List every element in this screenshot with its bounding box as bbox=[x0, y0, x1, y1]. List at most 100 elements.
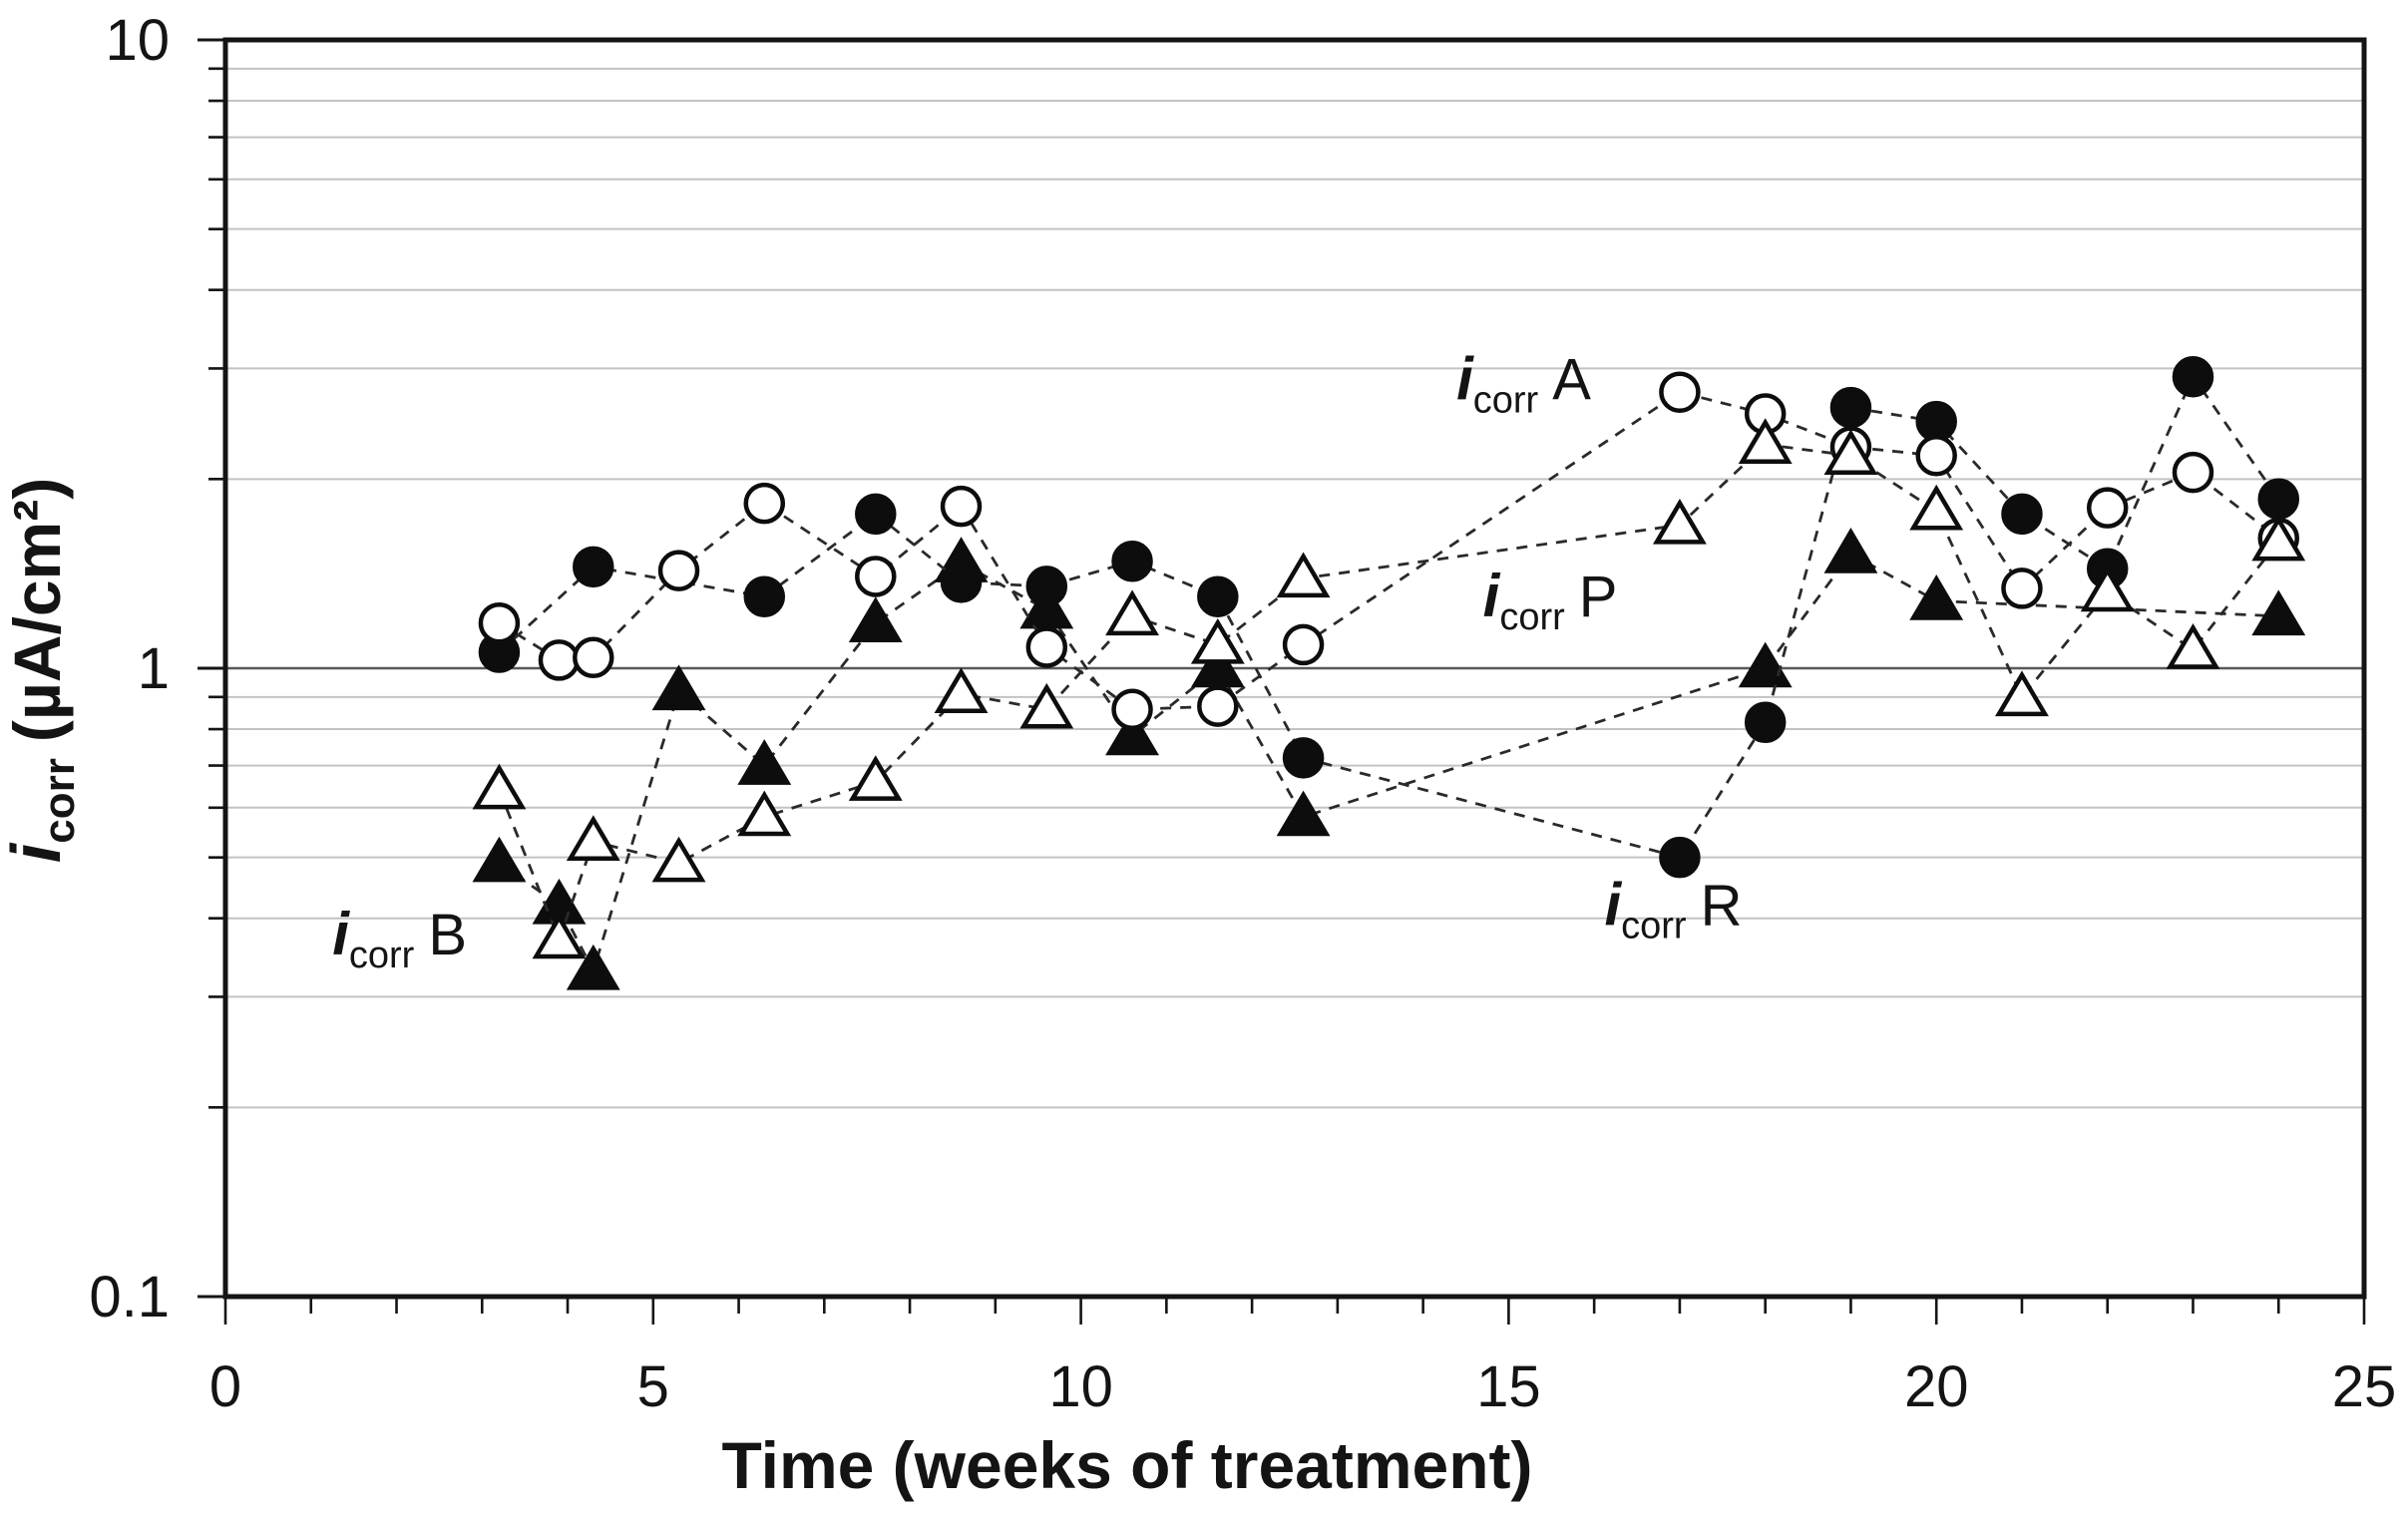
triangle-filled-marker-icon bbox=[472, 836, 527, 883]
label-suffix: P bbox=[1579, 565, 1618, 629]
circle-filled-marker-icon bbox=[855, 493, 897, 536]
circle-filled-marker-icon bbox=[1197, 575, 1239, 617]
triangle-open-marker-icon bbox=[1190, 617, 1245, 664]
circle-open-marker-icon bbox=[940, 485, 983, 528]
label-sub: corr bbox=[1499, 596, 1565, 638]
circle-open-marker-icon bbox=[2086, 487, 2129, 529]
x-tick-label: 10 bbox=[1048, 1354, 1113, 1419]
series-B: icorr B bbox=[332, 528, 2306, 990]
circle-open-marker-icon bbox=[657, 550, 700, 591]
circle-open-marker-icon bbox=[478, 601, 521, 644]
label-i: i bbox=[1456, 345, 1474, 412]
circle-filled-marker-icon bbox=[1744, 701, 1787, 744]
circle-open-marker-icon bbox=[743, 482, 786, 525]
circle-open-marker-icon bbox=[2172, 451, 2214, 494]
label-suffix: B bbox=[428, 903, 467, 967]
y-tick-label: 1 bbox=[138, 636, 170, 701]
triangle-open-marker-icon bbox=[737, 790, 792, 837]
series-label-B: icorr B bbox=[332, 901, 467, 976]
triangle-filled-marker-icon bbox=[566, 944, 620, 990]
label-i: i bbox=[1604, 872, 1622, 939]
x-tick-label: 15 bbox=[1476, 1354, 1541, 1419]
triangle-open-marker-icon bbox=[472, 763, 527, 810]
triangle-filled-marker-icon bbox=[651, 664, 706, 711]
series-A: icorr A bbox=[478, 345, 2299, 731]
label-suffix: R bbox=[1701, 874, 1743, 939]
circle-filled-marker-icon bbox=[2257, 478, 2299, 520]
circle-open-marker-icon bbox=[855, 556, 897, 597]
circle-open-marker-icon bbox=[1659, 371, 1701, 413]
circle-open-marker-icon bbox=[1025, 626, 1068, 668]
triangle-open-marker-icon bbox=[934, 667, 989, 714]
triangle-open-marker-icon bbox=[2166, 623, 2220, 669]
circle-filled-marker-icon bbox=[1829, 386, 1872, 429]
label-sub: corr bbox=[1473, 379, 1539, 421]
label-sub: corr bbox=[349, 935, 415, 976]
series-label-P: icorr P bbox=[1483, 563, 1618, 638]
triangle-open-marker-icon bbox=[651, 836, 706, 883]
circle-filled-marker-icon bbox=[2172, 355, 2214, 398]
triangle-open-marker-icon bbox=[1019, 682, 1074, 729]
circle-open-marker-icon bbox=[573, 636, 614, 679]
triangle-filled-marker-icon bbox=[737, 739, 792, 785]
triangle-open-marker-icon bbox=[566, 815, 620, 861]
y-tick-labels: 0.1 1 10 bbox=[89, 8, 170, 1329]
circle-filled-marker-icon bbox=[1282, 737, 1325, 779]
series-R: icorr R bbox=[478, 355, 2299, 948]
series-line bbox=[498, 552, 2279, 974]
series-label-A: icorr A bbox=[1456, 345, 1591, 421]
y-tick-label: 10 bbox=[105, 8, 170, 73]
triangle-filled-marker-icon bbox=[1823, 528, 1878, 573]
triangle-open-marker-icon bbox=[1909, 484, 1964, 531]
circle-open-marker-icon bbox=[1282, 623, 1325, 666]
ylabel-i: i bbox=[0, 842, 75, 863]
triangle-open-marker-icon bbox=[1105, 589, 1159, 636]
label-i: i bbox=[1483, 563, 1501, 629]
x-tick-label: 20 bbox=[1904, 1354, 1969, 1419]
series-line bbox=[498, 390, 2280, 711]
label-suffix: A bbox=[1552, 347, 1591, 412]
circle-open-marker-icon bbox=[1915, 435, 1957, 477]
series-label-R: icorr R bbox=[1604, 872, 1742, 948]
circle-open-marker-icon bbox=[1197, 685, 1239, 727]
label-i: i bbox=[332, 901, 350, 967]
triangle-open-marker-icon bbox=[1276, 552, 1331, 598]
circle-open-marker-icon bbox=[538, 639, 581, 681]
triangle-filled-marker-icon bbox=[1276, 790, 1331, 837]
x-tick-label: 25 bbox=[2332, 1354, 2397, 1419]
circle-filled-marker-icon bbox=[743, 575, 786, 617]
x-axis-title: Time (weeks of treatment) bbox=[721, 1428, 1532, 1502]
triangle-open-marker-icon bbox=[848, 755, 903, 801]
ylabel-rest: (µA/cm²) bbox=[0, 478, 74, 742]
triangle-open-marker-icon bbox=[2080, 566, 2135, 612]
circle-filled-marker-icon bbox=[1915, 400, 1957, 443]
circle-filled-marker-icon bbox=[1025, 566, 1068, 607]
circle-open-marker-icon bbox=[2001, 568, 2043, 609]
y-axis-title: icorr (µA/cm²) bbox=[0, 478, 84, 863]
triangle-filled-marker-icon bbox=[1105, 709, 1159, 756]
x-tick-label: 0 bbox=[209, 1354, 241, 1419]
circle-filled-marker-icon bbox=[1111, 540, 1153, 582]
ylabel-sub: corr bbox=[35, 758, 84, 844]
axis-ticks bbox=[198, 38, 2366, 1325]
circle-filled-marker-icon bbox=[573, 546, 614, 588]
triangle-open-marker-icon bbox=[1738, 418, 1793, 464]
triangle-open-marker-icon bbox=[1995, 670, 2049, 717]
series-P: icorr P bbox=[472, 418, 2306, 959]
triangle-open-marker-icon bbox=[2251, 515, 2306, 562]
triangle-open-marker-icon bbox=[532, 913, 587, 959]
triangle-filled-marker-icon bbox=[1019, 582, 1074, 629]
circle-filled-marker-icon bbox=[1659, 836, 1701, 879]
label-sub: corr bbox=[1621, 906, 1687, 948]
triangle-filled-marker-icon bbox=[1190, 641, 1245, 688]
circle-open-marker-icon bbox=[1111, 688, 1153, 731]
triangle-open-marker-icon bbox=[1652, 499, 1707, 545]
x-tick-label: 5 bbox=[637, 1354, 669, 1419]
triangle-open-marker-icon bbox=[1823, 429, 1878, 476]
circle-filled-marker-icon bbox=[940, 562, 983, 603]
y-tick-label: 0.1 bbox=[89, 1265, 170, 1329]
triangle-filled-marker-icon bbox=[1909, 574, 1964, 620]
triangle-filled-marker-icon bbox=[848, 596, 903, 642]
